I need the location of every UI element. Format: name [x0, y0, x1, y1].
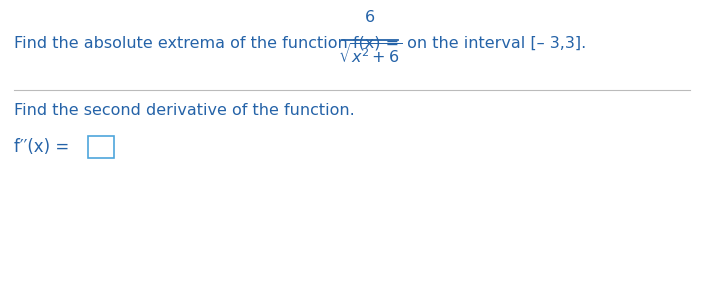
Text: Find the second derivative of the function.: Find the second derivative of the functi… — [14, 103, 355, 118]
Text: $\sqrt{x^2+6}$: $\sqrt{x^2+6}$ — [338, 42, 402, 66]
Text: on the interval [– 3,3].: on the interval [– 3,3]. — [402, 36, 586, 51]
Text: Find the absolute extrema of the function f(x) =: Find the absolute extrema of the functio… — [14, 36, 404, 51]
FancyBboxPatch shape — [88, 136, 114, 158]
Text: f′′(x) =: f′′(x) = — [14, 138, 74, 156]
Text: 6: 6 — [365, 10, 375, 25]
